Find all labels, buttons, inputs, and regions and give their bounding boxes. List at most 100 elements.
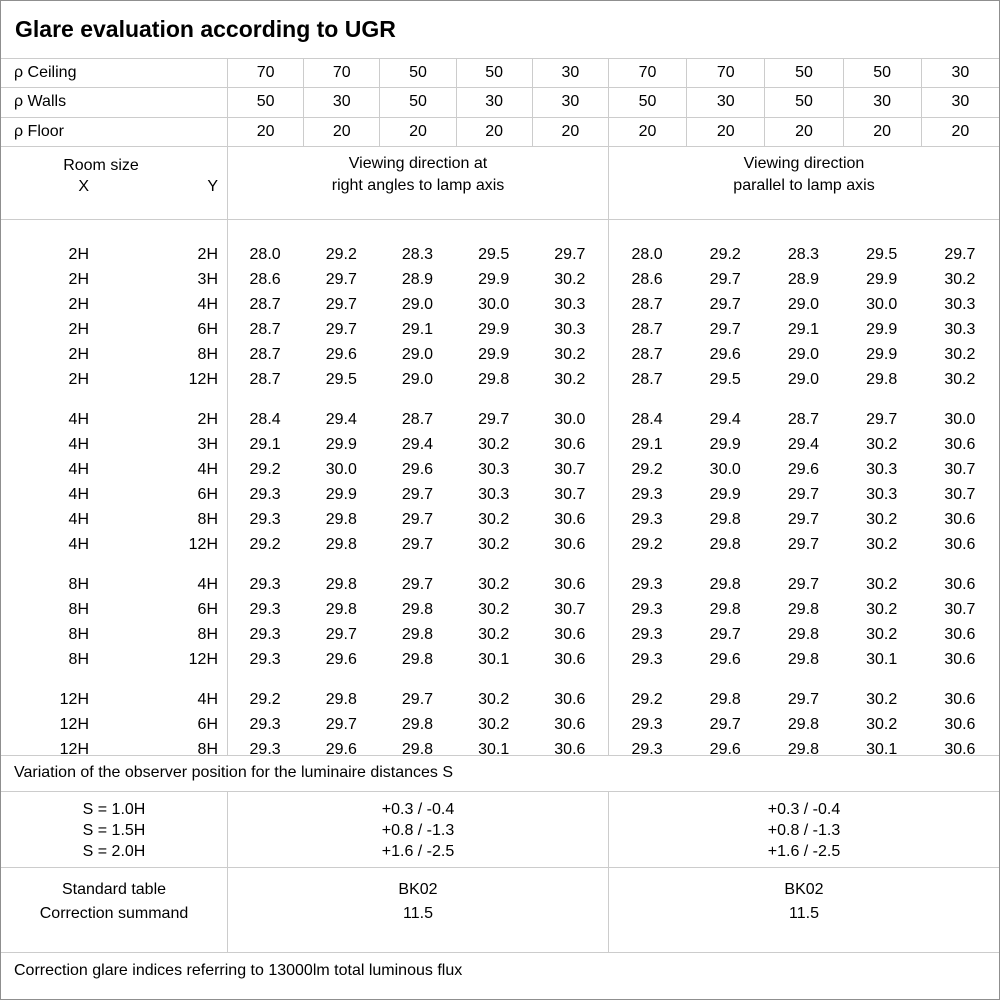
ugr-value-cell: 29.7 — [401, 510, 434, 528]
ugr-value-cell: 29.3 — [631, 650, 663, 668]
reflectance-value-cell: 50 — [379, 59, 455, 88]
table-row: 4H 2H 28.4 29.4 28.7 29.7 30.0 — [1, 407, 999, 432]
page-title: Glare evaluation according to UGR — [1, 1, 999, 59]
summary-section: Standard table Correction summand BK02 1… — [1, 867, 999, 953]
ugr-value-cell: 29.7 — [325, 270, 357, 288]
room-size-x-value: 2H — [68, 295, 89, 313]
reflectance-value-cell: 20 — [686, 117, 764, 146]
reflectance-row: ρ Ceiling 70 70 50 50 30 70 70 50 — [1, 59, 999, 89]
room-size-x-value: 4H — [68, 535, 89, 553]
table-header-band: Room size X Y Viewing direction at right… — [1, 146, 999, 220]
viewing-direction-right-angles-header: Viewing direction at right angles to lam… — [227, 146, 608, 219]
observer-variation-note: Variation of the observer position for t… — [1, 756, 999, 792]
ugr-value-cell: 29.9 — [478, 320, 510, 338]
ugr-value-cell: 30.6 — [944, 625, 976, 643]
ugr-value-cell: 29.8 — [325, 575, 357, 593]
ugr-value-cell: 29.7 — [787, 485, 820, 503]
summary-values-right-angles: BK02 11.5 — [227, 867, 608, 952]
room-size-x-value: 8H — [68, 575, 89, 593]
ugr-value-cell: 28.7 — [631, 295, 663, 313]
reflectance-value-cell: 20 — [227, 117, 303, 146]
room-size-y-value: 2H — [197, 245, 218, 263]
ugr-value-cell: 29.8 — [401, 715, 434, 733]
ugr-value-cell: 30.0 — [478, 295, 510, 313]
reflectance-value-cell: 70 — [686, 59, 764, 88]
reflectance-value-cell: 20 — [607, 117, 686, 146]
room-size-x-value: 2H — [68, 320, 89, 338]
table-row: 2H 3H 28.6 29.7 28.9 29.9 30.2 — [1, 267, 999, 292]
reflectance-value-cell: 50 — [842, 59, 921, 88]
ugr-value-cell: 29.7 — [709, 715, 741, 733]
table-row: 2H 6H 28.7 29.7 29.1 29.9 30.3 — [1, 317, 999, 342]
reflectance-value-cell: 20 — [379, 117, 455, 146]
table-row: 4H 12H 29.2 29.8 29.7 30.2 30.6 — [1, 532, 999, 557]
ugr-value-cell: 29.8 — [325, 600, 357, 618]
ugr-value-cell: 29.3 — [631, 575, 663, 593]
ugr-value-cell: 29.0 — [787, 370, 820, 388]
x-axis-label: X — [78, 177, 89, 195]
ugr-value-cell: 28.6 — [631, 270, 663, 288]
summary-value: 11.5 — [403, 904, 433, 922]
table-row: 2H 12H 28.7 29.5 29.0 29.8 30.2 — [1, 367, 999, 392]
room-size-y-value: 8H — [197, 625, 218, 643]
s-variation-value: +1.6 / -2.5 — [381, 842, 455, 860]
room-size-y-value: 6H — [197, 600, 218, 618]
ugr-value-cell: 30.7 — [554, 460, 586, 478]
ugr-value-cell: 29.8 — [325, 690, 357, 708]
room-size-x-value: 12H — [59, 715, 89, 733]
ugr-value-cell: 29.9 — [866, 345, 898, 363]
reflectance-value-cell: 30 — [455, 88, 532, 117]
reflectance-value-cell: 20 — [764, 117, 842, 146]
ugr-value-cell: 30.0 — [866, 295, 898, 313]
ugr-value-cell: 29.0 — [787, 345, 820, 363]
ugr-value-cell: 29.0 — [401, 345, 434, 363]
room-size-y-value: 4H — [197, 690, 218, 708]
s-variation-value: +0.3 / -0.4 — [381, 800, 455, 818]
reflectance-row-label: ρ Floor — [14, 122, 64, 140]
viewing-direction-parallel-header: Viewing direction parallel to lamp axis — [608, 146, 999, 219]
reflectance-value-cell: 30 — [842, 88, 921, 117]
ugr-value-cell: 29.6 — [325, 345, 357, 363]
ugr-value-cell: 29.9 — [325, 435, 357, 453]
ugr-value-cell: 30.3 — [554, 295, 586, 313]
ugr-value-cell: 29.3 — [249, 740, 281, 758]
ugr-value-cell: 29.0 — [401, 370, 434, 388]
observer-variation-section: S = 1.0H S = 1.5H S = 2.0H +0.3 / -0.4 +… — [1, 791, 999, 868]
ugr-value-cell: 29.2 — [249, 690, 281, 708]
ugr-value-cell: 29.9 — [866, 270, 898, 288]
viewing-direction-left-line2: right angles to lamp axis — [331, 176, 505, 194]
s-distance-label: S = 2.0H — [82, 842, 146, 860]
s-variation-values-right-angles: +0.3 / -0.4 +0.8 / -1.3 +1.6 / -2.5 — [227, 791, 608, 867]
s-distance-label: S = 1.0H — [82, 800, 146, 818]
room-size-x-value: 4H — [68, 435, 89, 453]
ugr-value-cell: 29.3 — [249, 485, 281, 503]
table-row: 2H 2H 28.0 29.2 28.3 29.5 29.7 — [1, 242, 999, 267]
ugr-value-cell: 28.3 — [787, 245, 820, 263]
ugr-value-cell: 30.6 — [554, 575, 586, 593]
table-row: 8H 4H 29.3 29.8 29.7 30.2 30.6 — [1, 572, 999, 597]
ugr-value-cell: 28.9 — [787, 270, 820, 288]
ugr-value-cell: 29.5 — [478, 245, 510, 263]
reflectance-value-cell: 20 — [455, 117, 532, 146]
ugr-value-cell: 30.1 — [478, 650, 510, 668]
room-size-y-value: 6H — [197, 485, 218, 503]
room-size-x-value: 8H — [68, 650, 89, 668]
ugr-value-cell: 29.0 — [401, 295, 434, 313]
ugr-value-cell: 29.8 — [401, 740, 434, 758]
room-size-y-value: 4H — [197, 295, 218, 313]
ugr-value-cell: 29.7 — [401, 535, 434, 553]
ugr-value-cell: 30.2 — [478, 435, 510, 453]
ugr-value-cell: 30.2 — [866, 575, 898, 593]
ugr-value-cell: 30.2 — [866, 690, 898, 708]
ugr-value-cell: 30.3 — [554, 320, 586, 338]
ugr-value-cell: 29.7 — [325, 295, 357, 313]
ugr-value-cell: 29.8 — [787, 600, 820, 618]
ugr-row-group: 8H 4H 29.3 29.8 29.7 30.2 30.6 — [1, 572, 999, 672]
ugr-value-cell: 29.9 — [709, 435, 741, 453]
ugr-value-cell: 29.7 — [787, 535, 820, 553]
ugr-value-cell: 30.2 — [478, 600, 510, 618]
ugr-value-cell: 29.3 — [631, 715, 663, 733]
ugr-value-cell: 30.0 — [709, 460, 741, 478]
ugr-value-cell: 29.7 — [787, 690, 820, 708]
